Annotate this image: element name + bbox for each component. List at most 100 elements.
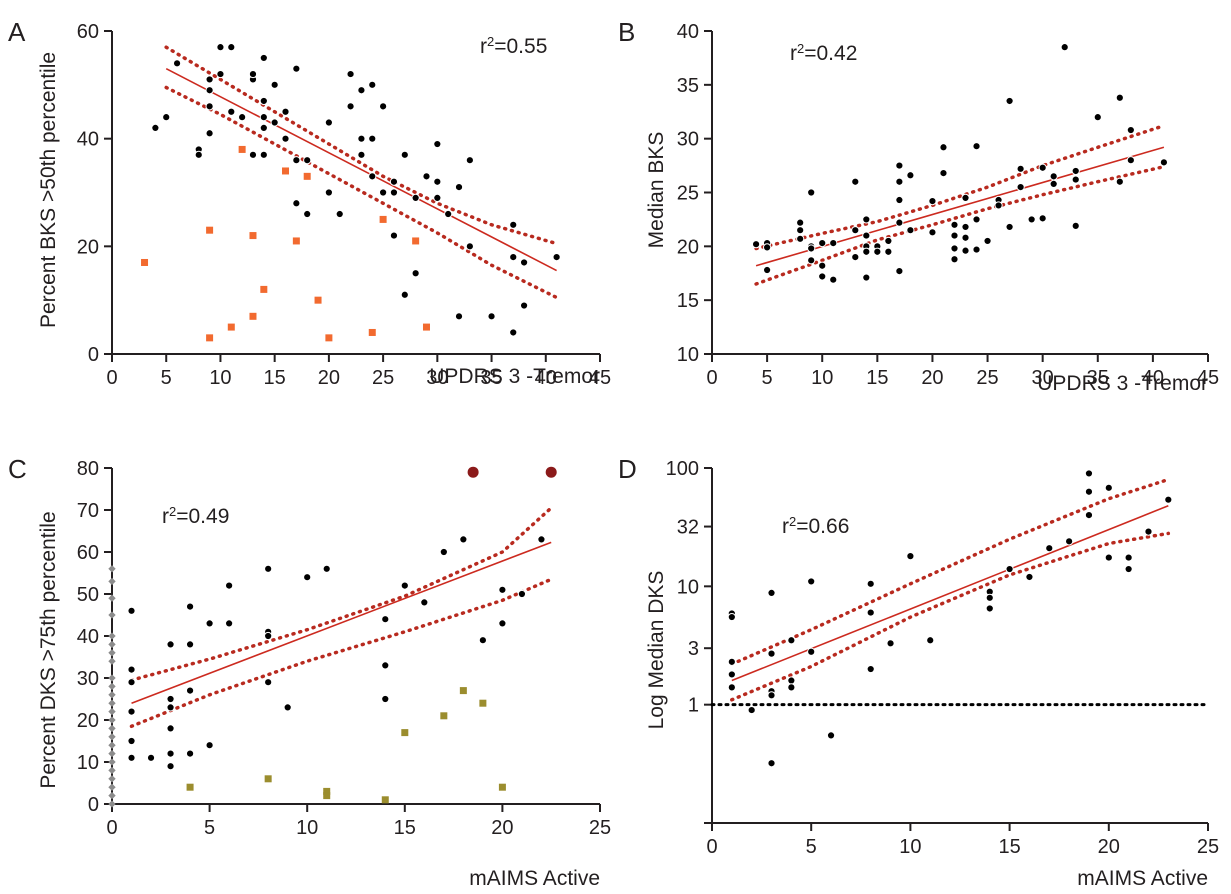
x-tick-label: 10 bbox=[899, 836, 921, 858]
data-point bbox=[478, 636, 487, 645]
series-1 bbox=[141, 145, 430, 342]
data-point-square bbox=[498, 783, 506, 791]
x-tick-label: 20 bbox=[1098, 836, 1120, 858]
data-point bbox=[283, 703, 292, 712]
data-point-diamond bbox=[108, 791, 116, 800]
data-point bbox=[985, 604, 994, 613]
data-point bbox=[166, 694, 175, 704]
data-point bbox=[862, 247, 871, 256]
x-tick-label: 10 bbox=[811, 367, 833, 389]
data-point bbox=[1038, 214, 1047, 223]
data-point bbox=[357, 134, 366, 143]
x-tick-label: 15 bbox=[866, 367, 888, 389]
chart-panel-a: A 0 5 10 15 20 25 30 35 40 45 0 20 40 60 UPDRS 3 -Tremo… bbox=[8, 17, 611, 389]
data-point bbox=[444, 209, 453, 219]
data-point bbox=[1084, 469, 1094, 478]
data-point-square bbox=[238, 145, 246, 153]
data-point bbox=[895, 195, 904, 205]
data-point bbox=[862, 231, 871, 240]
data-point bbox=[400, 581, 409, 590]
data-point bbox=[205, 102, 214, 111]
r-squared-value: =0.49 bbox=[176, 505, 229, 528]
data-point-square bbox=[368, 328, 376, 336]
data-point bbox=[205, 86, 214, 95]
data-point bbox=[1038, 163, 1047, 172]
data-point-square bbox=[401, 729, 409, 737]
r-squared-sup: 2 bbox=[797, 41, 804, 56]
data-point bbox=[787, 676, 796, 685]
data-point bbox=[829, 239, 838, 248]
data-point bbox=[389, 231, 399, 240]
data-point bbox=[127, 736, 136, 746]
y-tick-label: 100 bbox=[666, 458, 699, 480]
data-point bbox=[264, 564, 273, 573]
data-point bbox=[498, 619, 507, 628]
data-point bbox=[763, 243, 772, 252]
data-point-square bbox=[249, 232, 257, 240]
data-point bbox=[379, 188, 388, 197]
x-axis-label: mAIMS Active bbox=[1077, 867, 1208, 890]
data-point bbox=[433, 177, 442, 186]
data-point bbox=[1071, 221, 1080, 230]
data-point bbox=[335, 209, 344, 219]
data-point bbox=[465, 242, 474, 251]
data-point bbox=[227, 107, 236, 116]
data-point bbox=[895, 161, 904, 170]
data-point bbox=[961, 193, 970, 202]
data-point-diamond bbox=[108, 733, 116, 741]
data-point bbox=[807, 647, 816, 656]
series-2 bbox=[186, 687, 506, 804]
data-point bbox=[465, 156, 474, 165]
data-point bbox=[1016, 183, 1025, 192]
data-point-highlight bbox=[467, 466, 479, 478]
ci-lower-line bbox=[730, 531, 1171, 702]
data-point bbox=[1049, 172, 1058, 181]
data-point bbox=[498, 585, 507, 594]
data-point bbox=[939, 143, 948, 152]
data-point bbox=[509, 220, 518, 229]
data-point bbox=[1016, 164, 1025, 173]
data-point bbox=[166, 640, 175, 649]
data-point bbox=[259, 53, 268, 63]
series-0 bbox=[151, 43, 561, 337]
x-tick-label: 35 bbox=[480, 367, 502, 389]
data-point bbox=[994, 201, 1003, 210]
data-point bbox=[1115, 93, 1124, 102]
y-tick-label: 40 bbox=[677, 21, 699, 43]
x-tick-label: 25 bbox=[976, 367, 998, 389]
data-point-square bbox=[412, 237, 420, 245]
data-point bbox=[146, 753, 156, 762]
data-point-square bbox=[264, 775, 272, 783]
data-point-square bbox=[323, 792, 331, 800]
series-0 bbox=[727, 469, 1173, 768]
regression-line bbox=[731, 504, 1169, 682]
data-point-square bbox=[379, 215, 387, 223]
data-point bbox=[1027, 215, 1036, 224]
x-tick-label: 45 bbox=[589, 367, 611, 389]
data-point bbox=[873, 247, 882, 256]
data-point bbox=[961, 246, 970, 255]
data-point-square bbox=[323, 787, 331, 795]
data-point bbox=[926, 636, 935, 645]
r-squared-annotation: r2=0.66 bbox=[782, 514, 849, 539]
data-point bbox=[1126, 156, 1135, 165]
data-point bbox=[357, 86, 366, 95]
data-point bbox=[961, 222, 970, 232]
data-point bbox=[225, 581, 234, 590]
data-point-diamond bbox=[108, 724, 116, 733]
data-point bbox=[796, 234, 805, 243]
data-point-square bbox=[314, 296, 322, 304]
data-point bbox=[1084, 510, 1094, 520]
y-tick-label: 10 bbox=[677, 576, 699, 598]
data-point bbox=[767, 588, 776, 598]
data-point bbox=[1124, 553, 1133, 562]
data-point bbox=[259, 123, 268, 133]
panel-letter: B bbox=[618, 17, 635, 47]
data-point-square bbox=[282, 167, 290, 175]
x-tick-label: 5 bbox=[204, 817, 215, 839]
data-point bbox=[866, 664, 875, 674]
data-point-square bbox=[292, 237, 300, 245]
data-point bbox=[439, 547, 448, 557]
y-tick-label: 20 bbox=[77, 710, 99, 732]
